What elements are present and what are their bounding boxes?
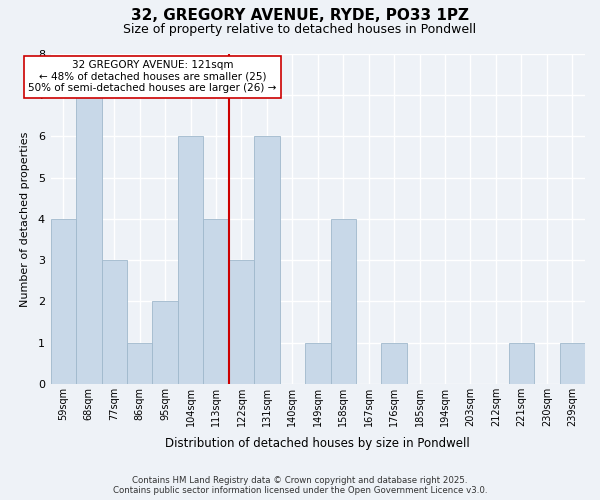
Bar xyxy=(76,95,101,384)
Bar xyxy=(560,342,585,384)
Bar xyxy=(305,342,331,384)
Bar xyxy=(254,136,280,384)
Text: 32 GREGORY AVENUE: 121sqm
← 48% of detached houses are smaller (25)
50% of semi-: 32 GREGORY AVENUE: 121sqm ← 48% of detac… xyxy=(28,60,277,94)
Text: Contains HM Land Registry data © Crown copyright and database right 2025.
Contai: Contains HM Land Registry data © Crown c… xyxy=(113,476,487,495)
Bar xyxy=(203,219,229,384)
Bar xyxy=(178,136,203,384)
Bar xyxy=(509,342,534,384)
Bar xyxy=(382,342,407,384)
Bar xyxy=(50,219,76,384)
Y-axis label: Number of detached properties: Number of detached properties xyxy=(20,131,29,306)
X-axis label: Distribution of detached houses by size in Pondwell: Distribution of detached houses by size … xyxy=(166,437,470,450)
Bar xyxy=(152,302,178,384)
Bar xyxy=(229,260,254,384)
Bar xyxy=(331,219,356,384)
Bar xyxy=(127,342,152,384)
Text: 32, GREGORY AVENUE, RYDE, PO33 1PZ: 32, GREGORY AVENUE, RYDE, PO33 1PZ xyxy=(131,8,469,22)
Bar xyxy=(101,260,127,384)
Text: Size of property relative to detached houses in Pondwell: Size of property relative to detached ho… xyxy=(124,22,476,36)
